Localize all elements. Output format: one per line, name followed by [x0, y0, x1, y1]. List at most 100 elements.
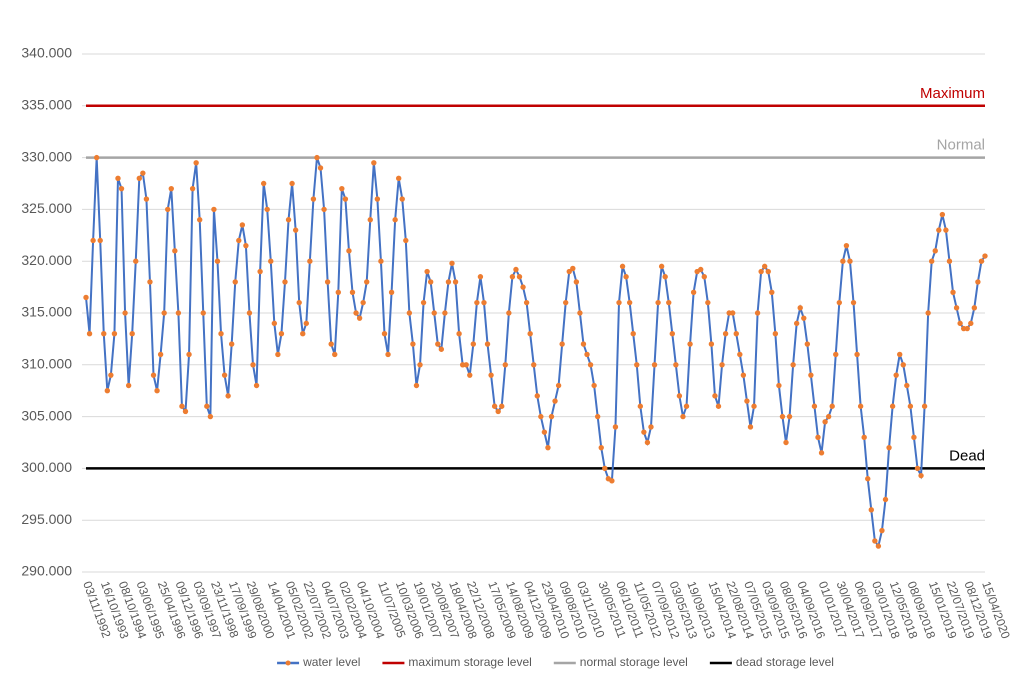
data-point: [690, 289, 697, 295]
data-point: [886, 444, 892, 451]
data-point: [769, 289, 775, 295]
data-point: [477, 274, 484, 280]
data-point: [730, 310, 736, 316]
data-point: [491, 403, 498, 409]
data-point: [150, 372, 157, 378]
data-point: [708, 341, 715, 347]
data-point: [271, 320, 278, 327]
y-tick-label: 340.000: [21, 45, 72, 61]
data-point: [609, 478, 615, 484]
data-point: [818, 450, 825, 456]
data-point: [662, 274, 668, 280]
data-point: [733, 331, 739, 337]
data-point: [975, 279, 981, 285]
data-point: [204, 403, 210, 409]
data-point: [506, 310, 512, 316]
data-point: [147, 279, 153, 285]
data-point: [658, 263, 665, 270]
data-point: [431, 310, 437, 316]
y-tick-label: 310.000: [21, 356, 72, 372]
data-point: [406, 310, 413, 316]
data-point: [612, 424, 619, 430]
data-point: [310, 196, 317, 202]
data-point: [829, 403, 835, 409]
data-point: [591, 382, 597, 389]
data-point: [499, 403, 505, 409]
data-point: [193, 160, 199, 166]
data-point: [118, 185, 125, 192]
data-point: [737, 351, 743, 358]
data-point: [285, 217, 292, 223]
data-point: [531, 362, 537, 368]
data-point: [893, 372, 899, 378]
data-point: [747, 424, 754, 430]
data-point: [616, 299, 622, 306]
data-point: [335, 289, 341, 295]
data-point: [268, 258, 274, 264]
data-point: [683, 403, 690, 409]
data-point: [513, 266, 519, 273]
y-tick-label: 315.000: [21, 304, 72, 320]
data-point: [356, 315, 363, 321]
data-point: [175, 310, 182, 316]
data-point: [850, 299, 857, 306]
data-point: [655, 299, 661, 306]
data-point: [548, 413, 555, 420]
data-point: [865, 476, 871, 482]
data-point: [918, 472, 924, 479]
data-point: [122, 310, 128, 316]
y-tick-label: 325.000: [21, 200, 72, 216]
reference-label: Maximum: [920, 85, 985, 102]
data-point: [346, 248, 352, 254]
data-point: [758, 268, 764, 275]
data-point: [712, 393, 718, 399]
data-point: [253, 382, 260, 389]
data-point: [822, 419, 828, 425]
data-point: [509, 274, 516, 280]
data-point: [889, 403, 896, 409]
data-point: [587, 362, 594, 368]
data-point: [427, 279, 434, 285]
reference-label: Dead: [949, 447, 985, 464]
y-tick-label: 335.000: [21, 97, 72, 113]
data-point: [317, 165, 324, 171]
data-point: [740, 372, 747, 378]
data-point: [289, 180, 295, 187]
data-point: [133, 258, 139, 264]
data-point: [897, 351, 903, 358]
data-point: [463, 362, 469, 368]
data-point: [83, 294, 89, 301]
data-point: [321, 206, 327, 213]
data-point: [516, 274, 523, 280]
legend: water level maximum storage level normal s…: [277, 655, 834, 669]
data-point: [673, 362, 679, 368]
data-point: [563, 299, 569, 306]
data-point: [502, 362, 508, 368]
data-point: [566, 268, 572, 275]
data-point: [125, 382, 132, 389]
y-tick-label: 320.000: [21, 252, 72, 268]
data-point: [598, 444, 604, 451]
data-point: [669, 331, 676, 337]
data-point: [303, 320, 310, 327]
data-point: [292, 227, 299, 233]
data-point: [573, 279, 580, 285]
data-point: [424, 268, 430, 275]
data-point: [552, 398, 558, 404]
legend-label: normal storage level: [580, 655, 688, 669]
data-point: [296, 299, 302, 306]
data-point: [186, 351, 192, 358]
data-point: [520, 284, 526, 290]
data-point: [165, 206, 171, 213]
data-point: [136, 175, 143, 182]
data-point: [385, 351, 391, 358]
series-line: [85, 157, 986, 549]
data-point: [381, 331, 388, 337]
data-point: [392, 217, 398, 223]
data-point: [353, 310, 359, 316]
data-point: [239, 222, 246, 228]
data-point: [559, 341, 565, 347]
data-point: [445, 279, 452, 285]
data-point: [619, 263, 626, 270]
data-point: [154, 388, 160, 394]
